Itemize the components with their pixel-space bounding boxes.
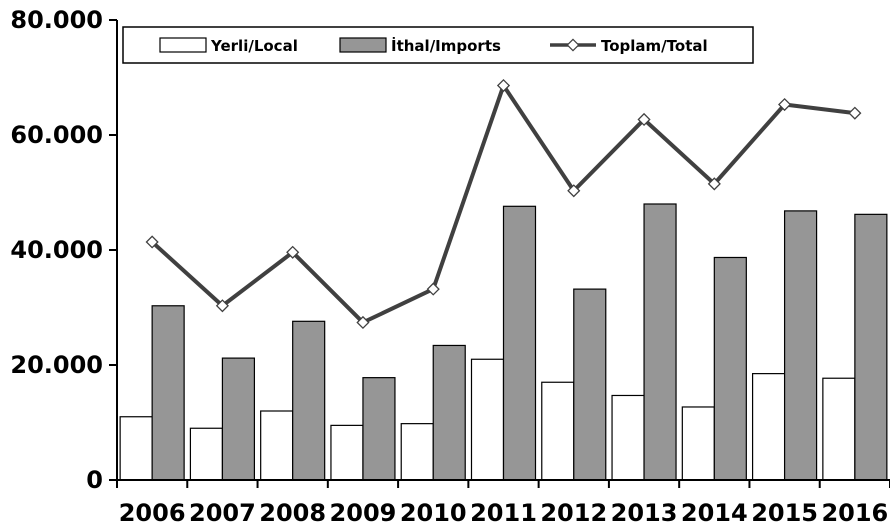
x-tick-label-2013: 2013 bbox=[611, 499, 678, 527]
bar-imports-2012 bbox=[573, 288, 607, 481]
legend-swatch-total-marker bbox=[566, 38, 580, 52]
bar-local-2007 bbox=[189, 427, 224, 481]
bar-imports-2011 bbox=[502, 205, 537, 481]
x-tick-label-2006: 2006 bbox=[119, 499, 186, 527]
x-tick-label-2008: 2008 bbox=[259, 499, 326, 527]
bar-imports-2016 bbox=[854, 213, 888, 481]
bar-imports-2006 bbox=[151, 305, 185, 481]
total-point-2013 bbox=[637, 112, 651, 127]
total-line-layer bbox=[145, 78, 862, 330]
x-tick-label-2009: 2009 bbox=[330, 499, 397, 527]
total-point-2010 bbox=[426, 282, 440, 296]
x-tick-label-2014: 2014 bbox=[681, 499, 748, 527]
bar-local-2013 bbox=[611, 394, 645, 481]
total-point-2006 bbox=[145, 235, 159, 249]
bar-local-2016 bbox=[822, 377, 856, 481]
y-tick-label: 40.000 bbox=[10, 236, 103, 264]
bar-imports-2014 bbox=[713, 256, 747, 481]
x-tick-label-2016: 2016 bbox=[821, 499, 888, 527]
bar-imports-2010 bbox=[432, 344, 466, 481]
bar-imports-2009 bbox=[362, 377, 396, 481]
total-point-2016 bbox=[848, 106, 862, 120]
legend-swatch-local bbox=[159, 37, 207, 53]
bar-local-2008 bbox=[260, 410, 294, 481]
legend-label-local: Yerli/Local bbox=[210, 37, 298, 55]
bar-local-2014 bbox=[681, 406, 715, 481]
bar-local-2015 bbox=[751, 373, 786, 481]
bar-imports-2013 bbox=[643, 203, 677, 481]
total-point-2012 bbox=[567, 184, 581, 198]
y-tick-labels: 0 20.000 40.000 60.000 80.000 bbox=[10, 6, 103, 494]
x-tick-label-2012: 2012 bbox=[540, 499, 607, 527]
bars-layer bbox=[119, 203, 888, 481]
bar-local-2006 bbox=[119, 416, 153, 481]
total-point-2008 bbox=[286, 245, 300, 259]
bar-local-2012 bbox=[541, 381, 575, 481]
x-tick-label-2007: 2007 bbox=[189, 499, 256, 527]
legend: Yerli/Local İthal/Imports Toplam/Total bbox=[122, 26, 754, 64]
x-tick-label-2010: 2010 bbox=[400, 499, 467, 527]
bar-local-2009 bbox=[330, 424, 364, 481]
axes bbox=[109, 19, 890, 488]
bar-imports-2007 bbox=[221, 357, 256, 481]
total-point-2011 bbox=[496, 78, 511, 93]
x-tick-label-2015: 2015 bbox=[751, 499, 818, 527]
x-tick-labels: 2006 2007 2008 2009 2010 2011 2012 2013 2014 2015… bbox=[119, 499, 889, 527]
legend-label-total: Toplam/Total bbox=[601, 37, 708, 55]
bar-imports-2008 bbox=[292, 320, 326, 481]
legend-label-imports: İthal/Imports bbox=[391, 36, 501, 55]
y-tick-label: 0 bbox=[86, 466, 103, 494]
total-point-2009 bbox=[356, 315, 370, 330]
total-point-2007 bbox=[215, 299, 229, 313]
y-tick-label: 80.000 bbox=[10, 6, 103, 34]
bar-local-2011 bbox=[470, 358, 505, 481]
x-tick-label-2011: 2011 bbox=[470, 499, 537, 527]
total-point-2015 bbox=[778, 97, 792, 112]
bar-imports-2015 bbox=[783, 210, 818, 481]
total-point-2014 bbox=[707, 177, 721, 191]
legend-swatch-imports bbox=[339, 37, 387, 53]
legend-frame bbox=[122, 26, 754, 64]
y-tick-label: 20.000 bbox=[10, 351, 103, 379]
y-tick-label: 60.000 bbox=[10, 121, 103, 149]
bar-local-2010 bbox=[400, 423, 434, 481]
